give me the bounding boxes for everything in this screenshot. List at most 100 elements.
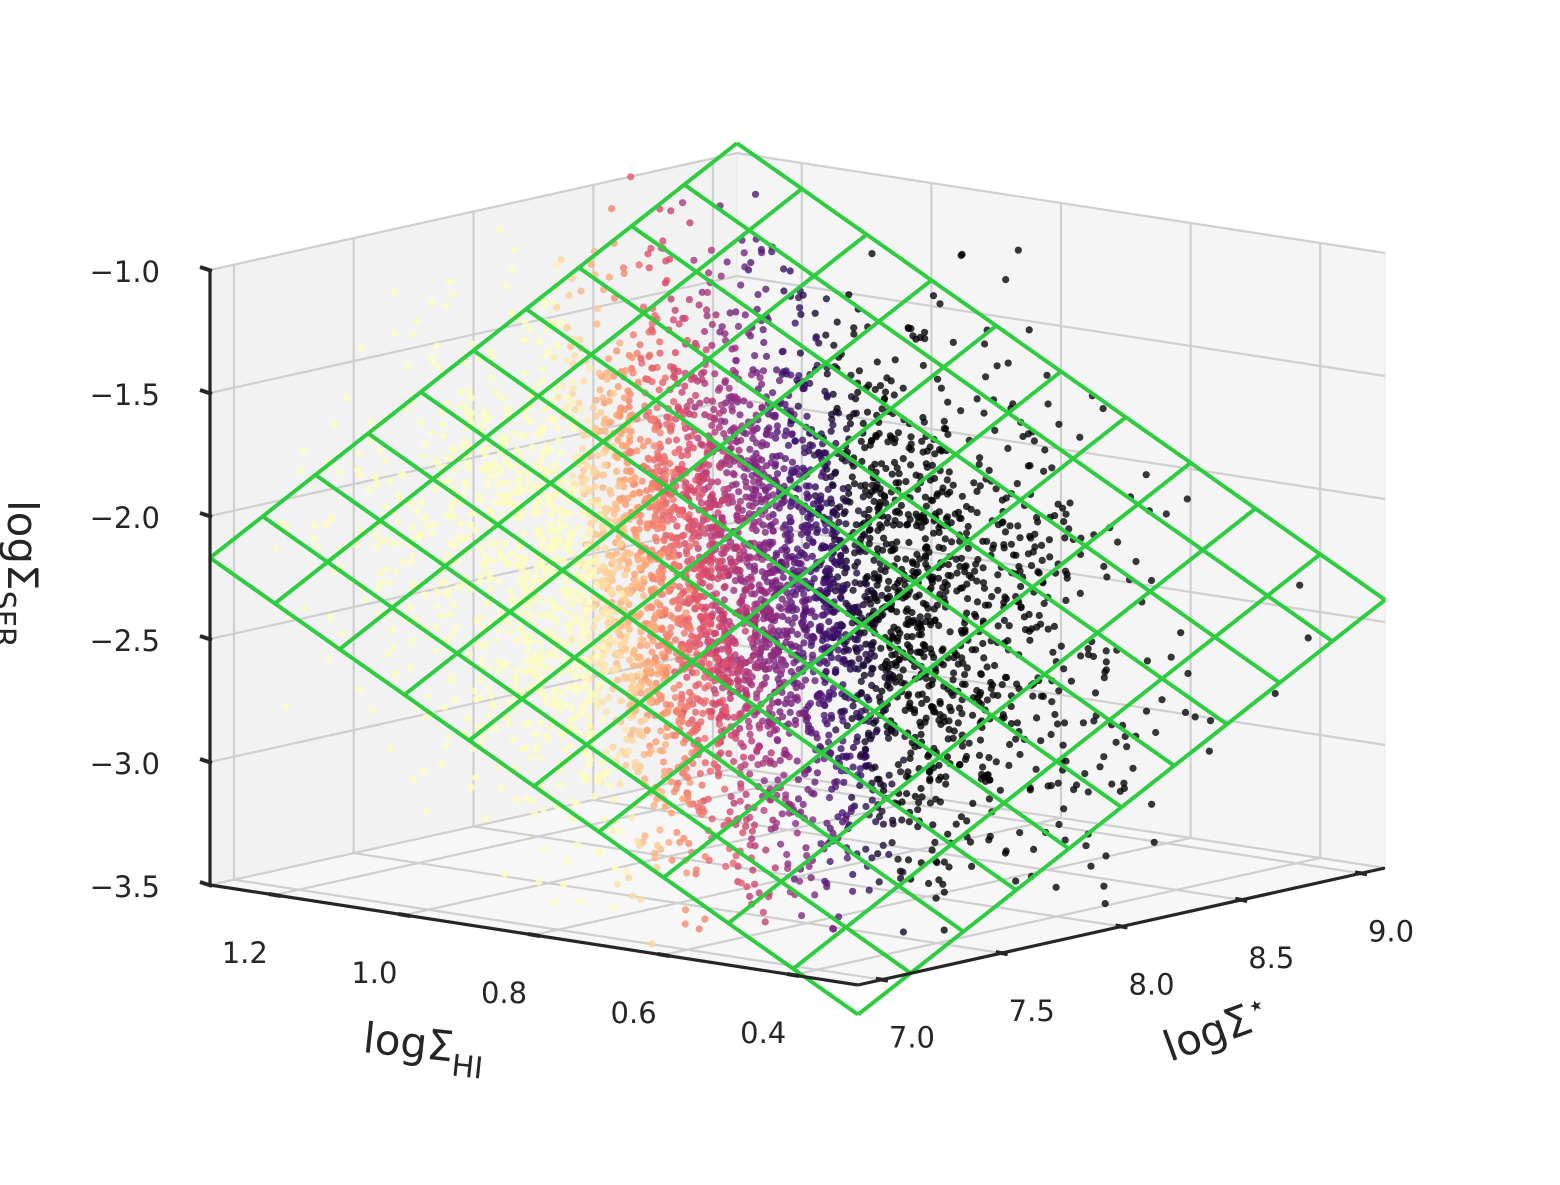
scatter-point [671, 541, 679, 549]
scatter-point [812, 334, 820, 342]
scatter-point [732, 852, 740, 860]
scatter-point [384, 650, 392, 658]
scatter-point [595, 369, 603, 377]
scatter-point [979, 564, 987, 572]
scatter-point [840, 778, 848, 786]
scatter-point [680, 629, 689, 637]
scatter-point [863, 408, 872, 416]
scatter-point [698, 288, 706, 296]
scatter-point [531, 577, 539, 585]
scatter-point [683, 869, 691, 877]
scatter-point [627, 173, 635, 181]
scatter-point [994, 622, 1002, 630]
scatter-point [670, 684, 678, 693]
scatter-point [583, 775, 591, 783]
scatter-point [774, 648, 782, 656]
scatter-point [653, 841, 662, 850]
scatter-point [502, 438, 510, 446]
scatter-point [888, 470, 896, 478]
scatter-point [845, 291, 853, 299]
scatter-point [773, 612, 781, 620]
scatter-point [1016, 829, 1024, 837]
scatter-point [703, 288, 712, 297]
scatter-point [521, 720, 530, 729]
scatter-point [921, 335, 929, 343]
y-tick-label: 0.4 [740, 1016, 786, 1050]
scatter-point [944, 398, 952, 406]
scatter-point [620, 675, 628, 683]
scatter-point [866, 534, 874, 542]
scatter-point [918, 793, 926, 801]
scatter-point [855, 546, 863, 554]
scatter-point [484, 507, 493, 515]
scatter-point [841, 508, 849, 516]
scatter-point [643, 726, 651, 735]
scatter-point [853, 733, 862, 741]
scatter-point [644, 454, 652, 462]
scatter-point [620, 622, 628, 630]
scatter-point [801, 676, 810, 684]
scatter-point [621, 638, 629, 646]
scatter-point [758, 465, 766, 473]
scatter-point [641, 832, 649, 840]
scatter-point [746, 813, 754, 822]
scatter-point [831, 469, 839, 477]
scatter-point [535, 506, 543, 514]
scatter-point [481, 551, 489, 560]
scatter-point [539, 597, 547, 605]
scatter-point [771, 864, 779, 872]
scatter-point [397, 471, 405, 479]
scatter-point [492, 539, 501, 547]
scatter-point [711, 370, 719, 378]
scatter-point [665, 838, 673, 847]
scatter-point [769, 412, 777, 420]
scatter-point [688, 555, 696, 564]
scatter-point [1040, 599, 1048, 608]
scatter-point [447, 674, 455, 682]
scatter-point [868, 250, 876, 258]
scatter-point [890, 458, 899, 467]
scatter-point [811, 677, 819, 685]
scatter-point [696, 578, 704, 586]
scatter-point [724, 642, 732, 650]
scatter-point [742, 790, 750, 799]
scatter-point [562, 578, 571, 586]
scatter-point [796, 349, 805, 357]
scatter-point [1062, 510, 1070, 518]
scatter-point [659, 237, 667, 245]
scatter-point [908, 633, 916, 641]
scatter-point [1206, 717, 1215, 725]
scatter-point [952, 820, 960, 828]
scatter-point [746, 494, 754, 502]
scatter-point [477, 422, 486, 430]
scatter-point [509, 735, 517, 744]
scatter-point [879, 782, 888, 790]
scatter-point [910, 572, 918, 580]
scatter-point [730, 586, 738, 595]
scatter-point [865, 696, 873, 704]
y-tick [527, 932, 541, 938]
scatter-point [568, 398, 576, 406]
scatter-point [829, 390, 837, 398]
scatter-point [865, 506, 873, 514]
scatter-point [567, 665, 575, 674]
scatter-point [810, 634, 818, 642]
scatter-point [897, 874, 905, 883]
scatter-point [904, 692, 912, 700]
scatter-point [675, 614, 683, 623]
scatter-point [732, 558, 740, 566]
scatter-point [708, 397, 717, 405]
scatter-point [673, 780, 681, 789]
scatter-point [918, 437, 926, 445]
scatter-point [989, 545, 997, 553]
scatter-point [442, 400, 450, 408]
scatter-point [1052, 883, 1060, 891]
scatter-point [668, 505, 676, 513]
scatter-point [1120, 779, 1128, 787]
scatter-point [939, 544, 947, 553]
scatter-point [1030, 845, 1038, 854]
scatter-point [892, 479, 900, 487]
scatter-point [987, 684, 995, 693]
scatter-point [776, 756, 784, 765]
scatter-point [950, 654, 958, 662]
